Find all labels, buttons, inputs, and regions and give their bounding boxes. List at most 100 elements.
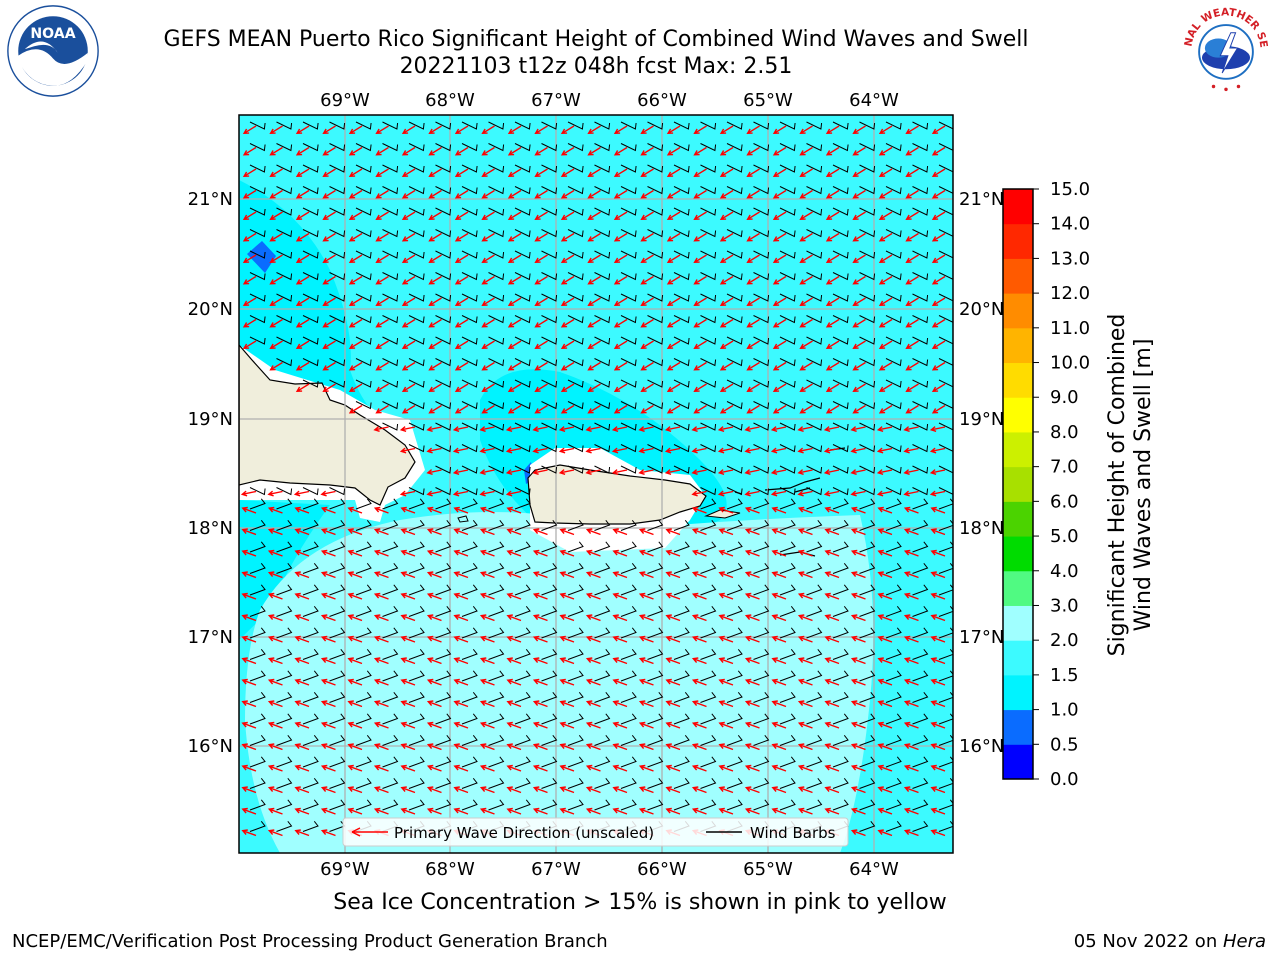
wind-barb bbox=[541, 422, 558, 431]
wind-barb bbox=[355, 186, 372, 195]
wind-barb bbox=[832, 401, 849, 410]
wind-barb bbox=[753, 422, 770, 431]
wave-direction-arrow bbox=[718, 635, 734, 643]
wind-barb bbox=[408, 272, 425, 281]
wind-barb bbox=[594, 186, 611, 195]
wave-direction-arrow bbox=[903, 447, 919, 454]
wind-barb bbox=[753, 605, 770, 617]
wave-direction-arrow bbox=[507, 318, 522, 328]
wind-barb bbox=[435, 777, 452, 789]
wave-direction-arrow bbox=[877, 829, 893, 837]
wave-direction-arrow bbox=[587, 318, 601, 328]
wave-direction-arrow bbox=[613, 189, 628, 199]
wave-direction-arrow bbox=[852, 168, 866, 178]
wave-direction-arrow bbox=[320, 549, 336, 557]
colorbar-swatch bbox=[1003, 570, 1033, 606]
wave-direction-arrow bbox=[772, 340, 787, 350]
wave-direction-arrow bbox=[797, 592, 813, 600]
wave-direction-arrow bbox=[532, 469, 548, 475]
wave-direction-arrow bbox=[426, 807, 442, 815]
wave-direction-arrow bbox=[454, 189, 469, 199]
wave-direction-arrow bbox=[905, 168, 919, 178]
wave-direction-arrow bbox=[269, 297, 283, 307]
wave-direction-arrow bbox=[719, 168, 734, 178]
wave-direction-arrow bbox=[322, 275, 336, 285]
wind-barb bbox=[938, 820, 953, 832]
wind-barb bbox=[885, 519, 902, 531]
wave-direction-arrow bbox=[878, 125, 893, 135]
wave-direction-arrow bbox=[269, 125, 283, 135]
wind-barb bbox=[514, 229, 531, 238]
wind-barb bbox=[408, 487, 425, 496]
wave-direction-arrow bbox=[506, 571, 522, 579]
wave-direction-arrow bbox=[452, 447, 469, 454]
wind-barb bbox=[912, 250, 929, 259]
wind-barb bbox=[779, 358, 796, 367]
wind-barb bbox=[276, 164, 293, 173]
wind-barb bbox=[249, 143, 266, 152]
wave-direction-arrow bbox=[240, 490, 257, 497]
wave-direction-arrow bbox=[613, 340, 628, 350]
wind-barb bbox=[276, 799, 293, 811]
wave-direction-arrow bbox=[638, 743, 654, 751]
wind-barb bbox=[885, 648, 902, 660]
wave-direction-arrow bbox=[479, 592, 495, 600]
wave-direction-arrow bbox=[746, 297, 760, 307]
wind-barb bbox=[594, 358, 611, 367]
wave-direction-arrow bbox=[611, 447, 628, 454]
wind-barb bbox=[700, 229, 717, 238]
wind-barb bbox=[435, 422, 452, 431]
wind-barb bbox=[885, 250, 902, 259]
wind-barb bbox=[329, 293, 346, 302]
wind-barb bbox=[594, 164, 611, 173]
wave-direction-arrow bbox=[400, 571, 416, 579]
wind-barb bbox=[541, 315, 558, 324]
wind-barb bbox=[514, 498, 531, 510]
wave-direction-arrow bbox=[691, 786, 707, 794]
lon-tick-top: 66°W bbox=[637, 90, 687, 111]
wave-direction-arrow bbox=[797, 614, 813, 622]
wind-barb bbox=[435, 401, 452, 410]
wave-direction-arrow bbox=[905, 275, 919, 285]
wind-barb bbox=[249, 315, 266, 324]
wave-direction-arrow bbox=[903, 571, 919, 579]
wave-direction-arrow bbox=[534, 383, 548, 393]
wind-barb bbox=[408, 799, 425, 811]
wind-barb bbox=[832, 713, 849, 725]
wave-direction-arrow bbox=[294, 700, 310, 708]
wave-direction-arrow bbox=[771, 528, 787, 536]
wave-direction-arrow bbox=[744, 490, 760, 497]
wind-barb bbox=[806, 799, 823, 811]
wind-barb bbox=[329, 272, 346, 281]
wind-barb bbox=[329, 519, 346, 531]
wind-barb bbox=[302, 777, 319, 789]
wind-barb bbox=[488, 186, 505, 195]
wind-barb bbox=[806, 422, 823, 431]
wind-barb bbox=[912, 670, 929, 682]
wind-barb bbox=[541, 670, 558, 682]
wind-barb bbox=[302, 379, 319, 388]
wind-barb bbox=[832, 379, 849, 388]
wind-barb bbox=[329, 777, 346, 789]
wind-barb bbox=[806, 777, 823, 789]
wind-barb bbox=[673, 734, 690, 746]
wave-direction-arrow bbox=[401, 189, 416, 199]
wind-barb bbox=[329, 584, 346, 596]
wind-barb bbox=[461, 207, 478, 216]
wind-barb bbox=[912, 121, 929, 130]
wave-direction-arrow bbox=[903, 657, 919, 665]
wave-direction-arrow bbox=[322, 297, 336, 307]
wave-direction-arrow bbox=[560, 318, 575, 328]
wind-barb bbox=[726, 293, 743, 302]
wind-barb bbox=[806, 541, 823, 553]
wave-direction-arrow bbox=[453, 721, 469, 729]
colorbar-swatch bbox=[1003, 327, 1033, 364]
wave-direction-arrow bbox=[666, 125, 681, 135]
wave-direction-arrow bbox=[718, 657, 734, 665]
wave-direction-arrow bbox=[931, 361, 946, 371]
wind-barb bbox=[408, 691, 425, 703]
wind-barb bbox=[461, 498, 478, 510]
wave-direction-arrow bbox=[453, 700, 469, 708]
wave-direction-arrow bbox=[691, 571, 707, 579]
wave-direction-arrow bbox=[559, 764, 575, 772]
